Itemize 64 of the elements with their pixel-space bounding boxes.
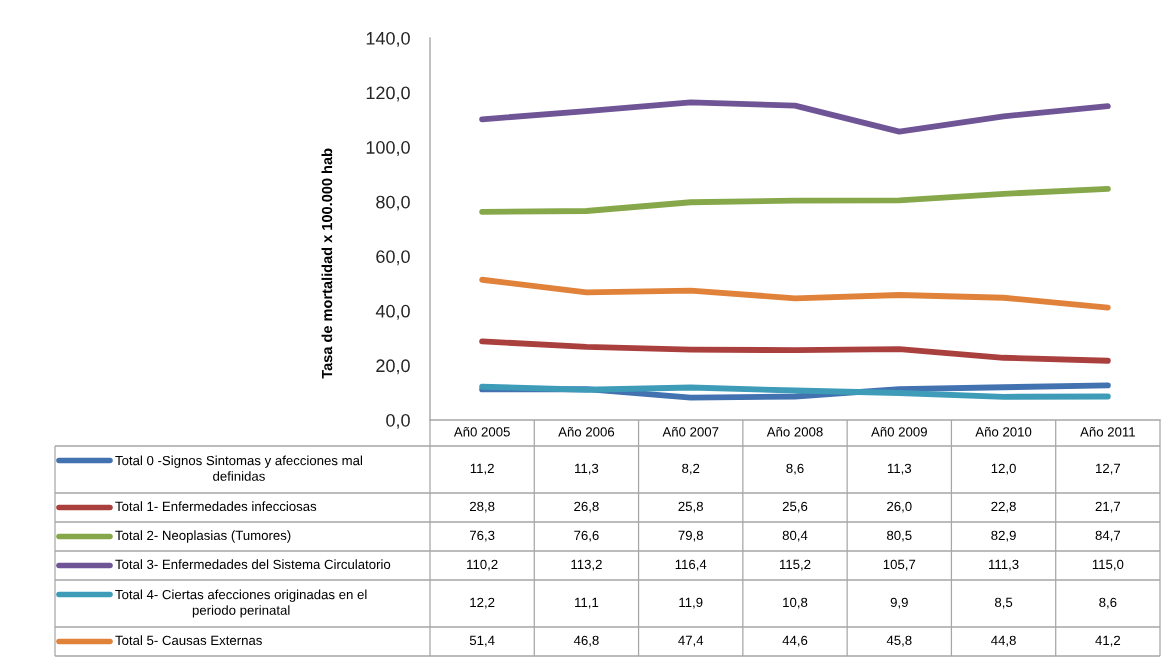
data-label: 22,8 bbox=[991, 501, 1016, 513]
data-label: 10,8 bbox=[783, 597, 808, 609]
data-label: 76,6 bbox=[574, 530, 599, 542]
data-label: 80,5 bbox=[887, 530, 912, 542]
data-label: 26,0 bbox=[887, 501, 912, 513]
x-tick-label: Año 2010 bbox=[975, 426, 1032, 437]
data-label: 80,4 bbox=[782, 530, 808, 542]
data-label: 8,6 bbox=[786, 463, 804, 475]
legend-label: Total 0 -Signos Sintomas y afecciones mal definidas bbox=[115, 455, 362, 481]
data-label: 44,8 bbox=[991, 635, 1016, 647]
data-label: 12,7 bbox=[1096, 463, 1121, 475]
data-label: 28,8 bbox=[469, 501, 495, 513]
data-label: 41,2 bbox=[1095, 635, 1121, 647]
data-label: 25,6 bbox=[782, 501, 808, 513]
data-label: 115,0 bbox=[1092, 559, 1124, 571]
y-tick-label: 100,0 bbox=[366, 141, 410, 156]
legend-label: Total 5- Causas Externas bbox=[115, 635, 262, 646]
data-label: 113,2 bbox=[571, 559, 602, 571]
x-tick-label: Añ0 2007 bbox=[662, 426, 719, 437]
data-label: 8,5 bbox=[994, 597, 1013, 609]
y-tick-label: 0,0 bbox=[386, 413, 410, 429]
data-label: 11,2 bbox=[470, 463, 494, 475]
data-label: 116,4 bbox=[675, 559, 707, 571]
data-label: 11,3 bbox=[887, 463, 912, 475]
data-label: 25,8 bbox=[678, 501, 703, 513]
legend-label: Total 2- Neoplasias (Tumores) bbox=[115, 530, 291, 543]
data-label: 82,9 bbox=[991, 530, 1016, 542]
data-label: 11,3 bbox=[575, 463, 599, 475]
data-label: 79,8 bbox=[678, 530, 703, 542]
data-label: 11,1 bbox=[575, 597, 599, 609]
y-tick-label: 140,0 bbox=[366, 31, 410, 47]
data-label: 44,6 bbox=[782, 635, 808, 647]
data-label: 8,6 bbox=[1099, 597, 1117, 609]
data-label: 11,9 bbox=[679, 597, 703, 609]
data-label: 115,2 bbox=[779, 559, 811, 571]
data-label: 76,3 bbox=[469, 530, 495, 542]
data-label: 8,2 bbox=[682, 463, 700, 475]
data-label: 84,7 bbox=[1095, 530, 1121, 542]
data-label: 9,9 bbox=[890, 597, 908, 609]
y-tick-label: 20,0 bbox=[376, 359, 410, 375]
x-tick-label: Añ0 2005 bbox=[453, 426, 510, 437]
legend-label: Total 3- Enfermedades del Sistema Circulatorio bbox=[115, 559, 391, 570]
data-label: 110,2 bbox=[467, 559, 498, 571]
x-tick-label: Añ0 2009 bbox=[871, 426, 927, 437]
data-label: 111,3 bbox=[989, 559, 1019, 571]
data-label: 51,4 bbox=[469, 635, 495, 647]
y-tick-label: 60,0 bbox=[376, 250, 410, 266]
x-tick-label: Año 2006 bbox=[558, 426, 615, 437]
y-tick-label: 80,0 bbox=[376, 195, 410, 211]
y-tick-label: 40,0 bbox=[375, 304, 410, 320]
legend-label: Total 4- Ciertas afecciones originadas en el periodo perinatal bbox=[115, 589, 367, 618]
data-label: 46,8 bbox=[573, 635, 599, 647]
data-label: 105,7 bbox=[883, 559, 916, 571]
data-label: 45,8 bbox=[886, 635, 912, 647]
y-axis-title: Tasa de mortalidad x 100.000 hab bbox=[321, 148, 333, 379]
x-tick-label: Año 2008 bbox=[766, 426, 823, 437]
data-label: 12,2 bbox=[470, 597, 495, 609]
data-label: 26,8 bbox=[574, 501, 599, 513]
data-label: 12,0 bbox=[991, 463, 1016, 475]
x-tick-label: Año 2011 bbox=[1080, 426, 1135, 437]
y-tick-label: 120,0 bbox=[366, 86, 410, 102]
data-label: 47,4 bbox=[678, 635, 704, 647]
legend-label: Total 1- Enfermedades infecciosas bbox=[115, 501, 317, 512]
data-label: 21,7 bbox=[1095, 501, 1121, 513]
